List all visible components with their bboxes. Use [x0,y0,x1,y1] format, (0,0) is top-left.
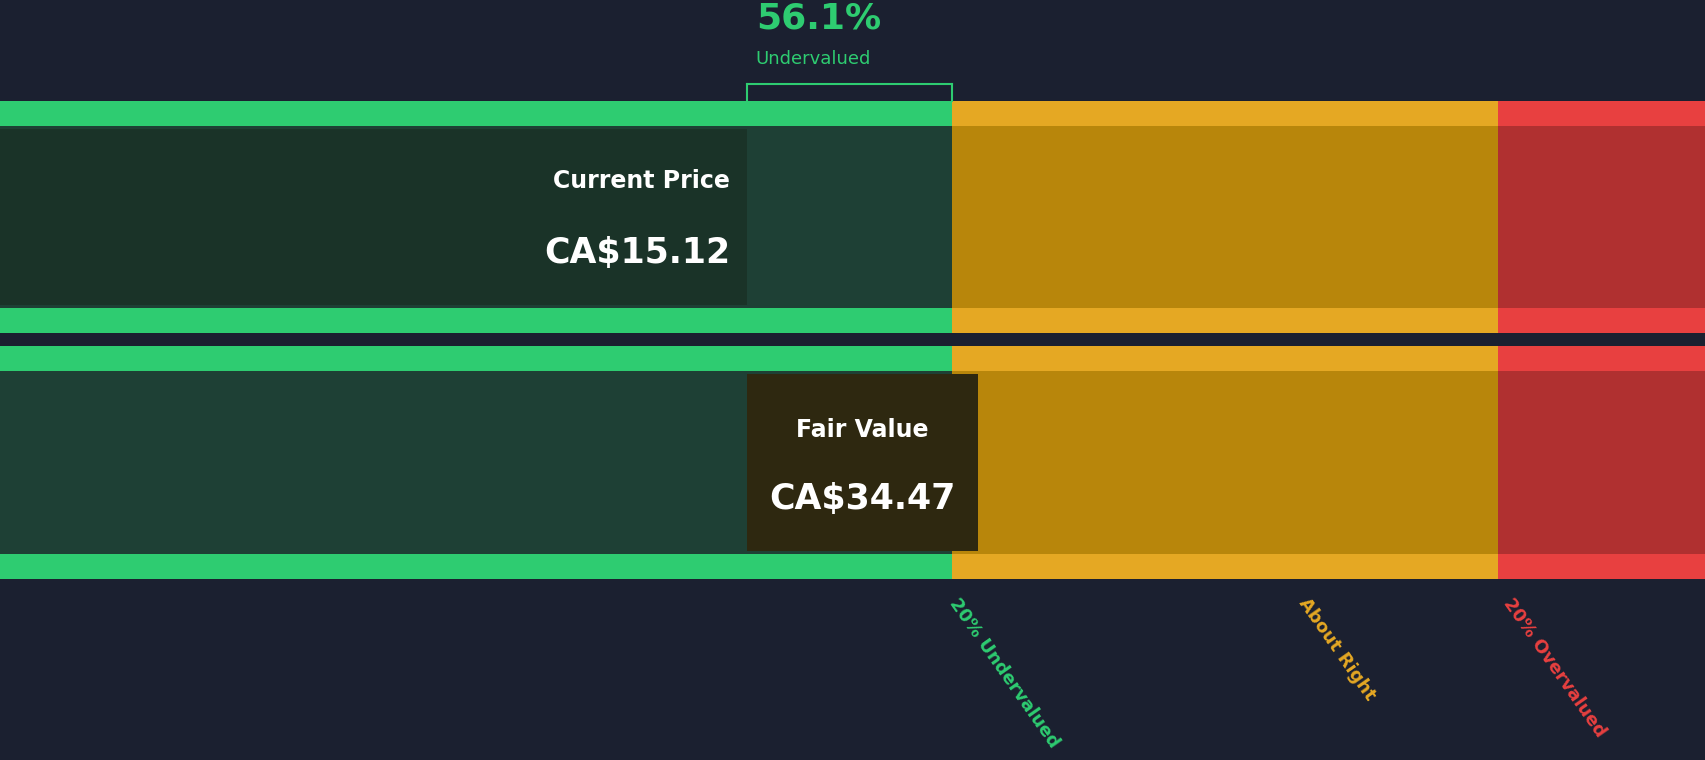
Text: CA$34.47: CA$34.47 [769,482,955,515]
Text: Fair Value: Fair Value [796,418,928,442]
Bar [0,129,747,305]
Bar [0,554,951,578]
Bar [951,101,1497,125]
Text: 20% Overvalued: 20% Overvalued [1499,595,1610,741]
Bar [1497,101,1705,125]
Text: 56.1%: 56.1% [755,2,880,36]
Text: About Right: About Right [1294,595,1379,705]
Bar [0,125,951,309]
Bar [951,309,1497,333]
Bar [951,371,1497,554]
Bar [1497,554,1705,578]
Bar [0,371,951,554]
Bar [951,554,1497,578]
Text: Current Price: Current Price [552,169,730,193]
Bar [1497,309,1705,333]
Text: 20% Undervalued: 20% Undervalued [945,595,1062,752]
Bar [0,333,1705,347]
Bar [1497,371,1705,554]
Text: Undervalued: Undervalued [755,50,871,68]
Bar [0,309,951,333]
Bar [747,375,977,550]
Bar [0,101,951,125]
Bar [951,347,1497,371]
Bar [1497,347,1705,371]
Text: CA$15.12: CA$15.12 [544,236,730,270]
Bar [951,125,1497,309]
Bar [1497,125,1705,309]
Bar [0,347,951,371]
